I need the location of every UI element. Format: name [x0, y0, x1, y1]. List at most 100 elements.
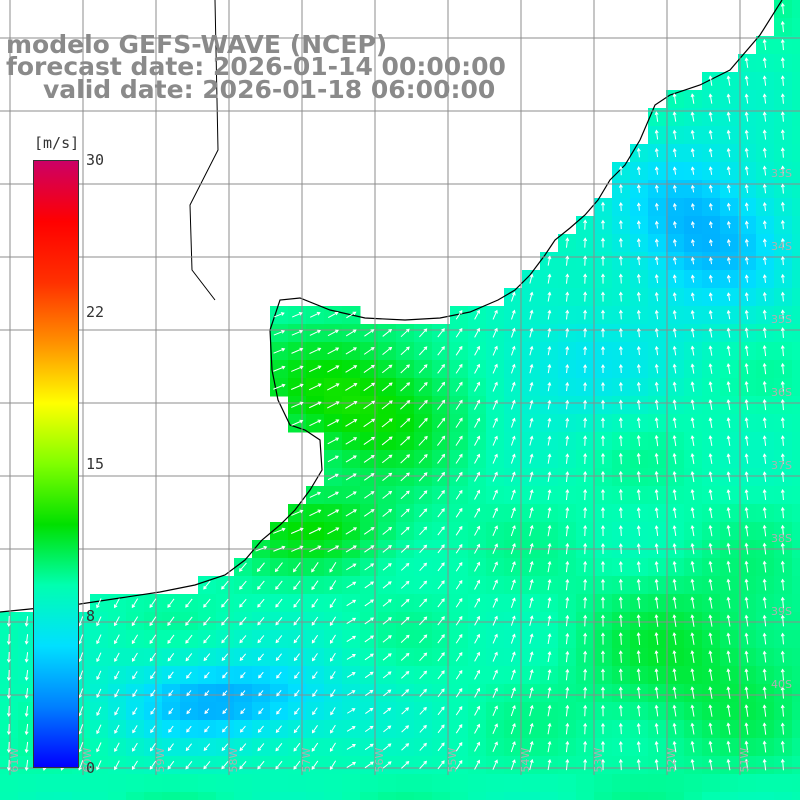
wind-arrow	[275, 616, 283, 626]
wind-arrow	[382, 563, 392, 571]
wind-arrow	[672, 668, 677, 681]
wind-arrow	[547, 560, 552, 573]
wind-speed-cell	[738, 792, 757, 800]
wind-arrow	[726, 381, 731, 393]
wind-arrow	[258, 671, 264, 679]
wind-arrow	[311, 653, 318, 662]
wind-arrow	[474, 345, 481, 356]
wind-arrow	[726, 345, 731, 356]
wind-arrow	[492, 543, 499, 555]
wind-arrow	[529, 453, 534, 464]
wind-arrow	[257, 653, 265, 661]
wind-arrow	[381, 436, 393, 446]
wind-arrow	[455, 345, 463, 356]
wind-arrow	[510, 543, 516, 555]
wind-speed-cell	[108, 792, 127, 800]
wind-arrow	[275, 725, 282, 734]
wind-speed-cell	[792, 774, 800, 793]
wind-arrow	[529, 560, 534, 573]
wind-speed-cell	[198, 792, 217, 800]
wind-arrow	[346, 726, 356, 732]
wind-arrow	[690, 274, 695, 283]
wind-arrow	[618, 381, 623, 392]
wind-arrow	[492, 345, 498, 356]
wind-arrow	[744, 345, 749, 357]
wind-arrow	[114, 707, 120, 716]
wind-speed-cell	[738, 774, 757, 793]
wind-speed-cell	[270, 792, 289, 800]
wind-arrow	[744, 506, 749, 519]
wind-arrow	[529, 399, 534, 410]
wind-arrow	[529, 633, 534, 644]
wind-arrow	[401, 689, 410, 697]
wind-arrow	[744, 542, 749, 555]
wind-arrow	[510, 579, 516, 591]
wind-arrow	[726, 111, 731, 122]
wind-speed-cell	[576, 774, 595, 793]
wind-arrow	[565, 506, 570, 519]
wind-arrow	[654, 220, 659, 229]
wind-arrow	[474, 363, 481, 374]
wind-arrow	[474, 399, 481, 410]
wind-arrow	[346, 581, 357, 589]
wind-arrow	[329, 616, 337, 627]
wind-arrow	[311, 562, 319, 573]
wind-arrow	[363, 527, 375, 535]
wind-speed-cell	[522, 792, 541, 800]
wind-speed-cell	[792, 18, 800, 37]
wind-speed-cell	[378, 792, 397, 800]
wind-arrow	[600, 291, 605, 302]
wind-arrow	[762, 362, 767, 375]
wind-arrow	[294, 671, 300, 679]
wind-arrow	[636, 650, 641, 663]
wind-arrow	[547, 668, 552, 681]
wind-arrow	[419, 544, 428, 554]
wind-arrow	[455, 706, 463, 716]
wind-speed-cell	[90, 792, 109, 800]
wind-arrow	[690, 238, 695, 247]
wind-arrow	[293, 653, 300, 662]
wind-arrow	[672, 740, 677, 753]
wind-arrow	[600, 704, 605, 717]
wind-arrow	[636, 381, 641, 392]
wind-arrow	[762, 489, 767, 501]
wind-arrow	[492, 363, 498, 374]
wind-arrow	[618, 183, 623, 194]
wind-arrow	[382, 508, 393, 517]
wind-arrow	[492, 489, 498, 500]
wind-arrow	[255, 545, 268, 552]
wind-arrow	[654, 399, 659, 410]
wind-arrow	[492, 741, 498, 752]
wind-arrow	[293, 725, 300, 734]
wind-arrow	[726, 184, 731, 193]
wind-arrow	[203, 653, 211, 662]
wind-arrow	[762, 93, 767, 104]
wind-arrow	[690, 524, 695, 537]
wind-arrow	[618, 237, 623, 248]
wind-speed-cell	[792, 684, 800, 703]
wind-speed-cell	[0, 774, 19, 793]
wind-arrow	[419, 562, 428, 572]
wind-arrow	[708, 542, 713, 555]
wind-arrow	[780, 398, 785, 411]
wind-speed-cell	[792, 630, 800, 649]
wind-arrow	[381, 454, 393, 464]
wind-arrow	[690, 560, 695, 573]
wind-speed-cell	[792, 396, 800, 415]
wind-arrow	[672, 129, 677, 140]
wind-arrow	[762, 183, 767, 194]
wind-arrow	[6, 615, 11, 627]
wind-arrow	[492, 759, 498, 770]
wind-arrow	[744, 309, 749, 320]
wind-arrow	[474, 471, 481, 482]
wind-arrow	[474, 381, 481, 392]
wind-speed-cell	[450, 792, 469, 800]
wind-speed-cell	[234, 774, 253, 793]
wind-arrow	[24, 723, 29, 736]
wind-arrow	[529, 345, 534, 356]
wind-arrow	[529, 740, 534, 753]
wind-arrow	[365, 707, 374, 714]
wind-arrow	[311, 580, 319, 591]
wind-arrow	[618, 399, 623, 410]
wind-arrow	[400, 418, 411, 428]
